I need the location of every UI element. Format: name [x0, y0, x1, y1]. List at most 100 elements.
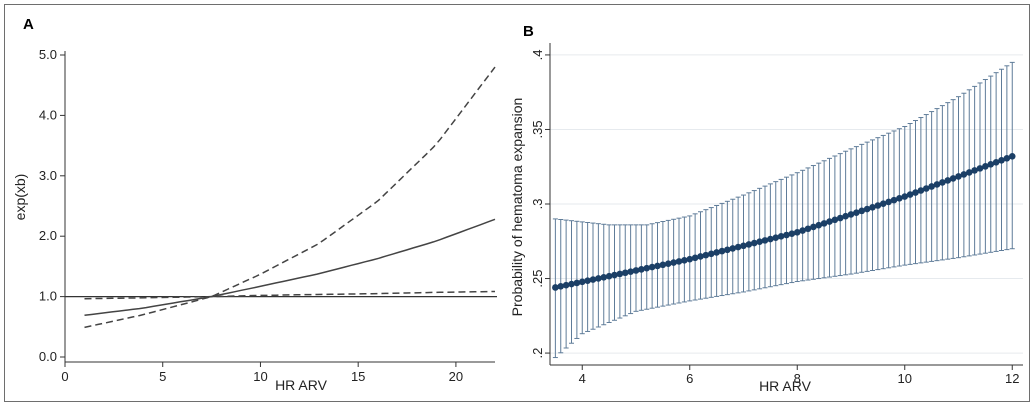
panel-b-prediction-point: [756, 238, 763, 246]
panel-b-prediction-point: [949, 175, 957, 182]
panel-b-prediction-point: [616, 270, 624, 278]
panel-b-prediction-point: [879, 200, 887, 208]
panel-b-y-axis-title: Probability of hematoma expansion: [509, 98, 525, 317]
panel-b-prediction-point: [788, 230, 796, 237]
panel-b-prediction-point: [869, 203, 876, 211]
panel-b-prediction-point: [611, 271, 618, 279]
panel-b-prediction-point: [659, 261, 667, 269]
panel-b-prediction-point: [632, 267, 640, 274]
panel-b-prediction-point: [815, 221, 823, 229]
panel-b-prediction-point: [1003, 155, 1011, 162]
panel-b-prediction-point: [853, 209, 860, 216]
panel-b-x-tick-label: 8: [794, 371, 801, 386]
panel-b-prediction-point: [842, 212, 849, 220]
panel-b-prediction-point: [955, 173, 962, 180]
panel-a-x-tick-label: 20: [449, 369, 463, 384]
panel-a-y-tick-label: 5.0: [39, 47, 57, 62]
panel-a-label: A: [23, 16, 34, 33]
panel-b-prediction-point: [578, 278, 586, 286]
panel-b-prediction-point: [707, 250, 715, 258]
panel-b-prediction-point: [982, 163, 989, 170]
panel-a-x-tick-label: 5: [159, 369, 166, 384]
panel-b-prediction-point: [772, 234, 780, 241]
panel-b-prediction-point: [718, 247, 726, 255]
panel-b-prediction-point: [922, 185, 930, 192]
panel-b-prediction-point: [826, 218, 833, 225]
panel-b-prediction-point: [793, 229, 801, 236]
panel-b-prediction-point: [998, 157, 1005, 164]
panel-b-prediction-point: [621, 269, 629, 277]
figure: A 0.0 1.0 2.0 3.0 4.0 5.0 0 5 10 15 20 HR ARV exp(…: [4, 4, 1030, 402]
panel-b-prediction-line: [555, 154, 1013, 289]
panel-b-prediction-point: [573, 279, 581, 287]
panel-b-x-axis-title: HR ARV: [759, 378, 812, 394]
panel-b-y-tick-label: .4: [530, 50, 545, 61]
panel-b-prediction-point: [589, 276, 597, 283]
panel-b-prediction-point: [750, 239, 758, 247]
panel-b-prediction-point: [605, 272, 613, 280]
panel-b-y-tick-label: .25: [530, 269, 545, 287]
panel-b-y-tick-label: .3: [530, 199, 545, 210]
panel-b-prediction-point: [777, 233, 785, 240]
panel-b-prediction-point: [987, 161, 995, 168]
panel-a-y-tick-label: 1.0: [39, 289, 57, 304]
panel-b-y-tick-label: .35: [530, 120, 545, 138]
panel-b-prediction-point: [992, 159, 1000, 166]
panel-b-prediction-point: [648, 263, 656, 271]
panel-b-prediction-point: [917, 187, 925, 194]
panel-b-prediction-point: [885, 198, 892, 206]
panel-b-prediction-point: [702, 251, 710, 259]
panel-b-prediction-point: [1008, 152, 1016, 160]
panel-b-x-tick-label: 6: [686, 371, 693, 386]
panel-b-prediction-point: [670, 259, 677, 266]
panel-a-y-tick-label: 2.0: [39, 228, 57, 243]
panel-b-prediction-point: [562, 281, 570, 289]
panel-a-lower-ci-line: [84, 290, 496, 300]
panel-b-prediction-point: [783, 231, 790, 239]
panel-b-prediction-point: [568, 280, 575, 288]
panel-b-prediction-point: [874, 202, 882, 209]
panel-b-prediction-point: [627, 268, 634, 275]
panel-b-prediction-point: [901, 193, 909, 200]
panel-b-prediction-point: [896, 195, 903, 202]
panel-b-chart: B .2 .25 .3 .35 .4 4 6 8 10 12 HR ARV Probability…: [509, 23, 1023, 394]
panel-b-prediction-point: [965, 169, 973, 176]
panel-b-prediction-point: [675, 258, 683, 265]
panel-b-x-tick-label: 12: [1005, 371, 1019, 386]
panel-b-prediction-point: [933, 181, 941, 188]
panel-b-prediction-point: [831, 216, 839, 224]
panel-b-label: B: [523, 23, 534, 40]
panel-b-prediction-point: [928, 183, 935, 190]
panel-b-prediction-point: [584, 277, 591, 284]
panel-b-prediction-point: [595, 275, 602, 282]
panel-b-prediction-point: [745, 241, 753, 248]
panel-b-prediction-point: [912, 189, 919, 196]
panel-a-x-tick-label: 0: [61, 369, 68, 384]
panel-b-prediction-point: [691, 254, 699, 262]
panel-b-prediction-point: [664, 260, 672, 267]
panel-a-y-tick-label: 3.0: [39, 168, 57, 183]
panel-b-prediction-point: [960, 171, 968, 178]
panel-b-prediction-point: [600, 273, 608, 281]
panel-a-estimate-line: [84, 218, 496, 317]
panel-b-prediction-point: [847, 211, 855, 218]
panel-b-x-tick-label: 4: [579, 371, 586, 386]
panel-b-prediction-point: [836, 214, 844, 222]
panel-b-prediction-point: [890, 196, 898, 204]
panel-b-prediction-point: [643, 264, 651, 272]
panel-a-x-tick-label: 15: [351, 369, 365, 384]
panel-b-prediction-point: [761, 237, 769, 244]
panel-b-prediction-point: [729, 245, 737, 252]
panel-b-prediction-point: [724, 246, 731, 254]
panel-b-prediction-point: [552, 284, 559, 291]
panel-b-prediction-point: [976, 165, 984, 172]
panel-b-prediction-point: [810, 223, 817, 231]
panel-b-prediction-point: [863, 205, 871, 213]
panel-b-prediction-point: [944, 177, 952, 184]
panel-a-y-axis-title: exp(xb): [12, 174, 28, 221]
panel-b-prediction-point: [713, 249, 720, 256]
panel-b-prediction-point: [686, 255, 694, 263]
panel-b-prediction-point: [906, 191, 914, 198]
panel-b-prediction-point: [804, 225, 812, 233]
panel-b-prediction-point: [767, 235, 774, 243]
